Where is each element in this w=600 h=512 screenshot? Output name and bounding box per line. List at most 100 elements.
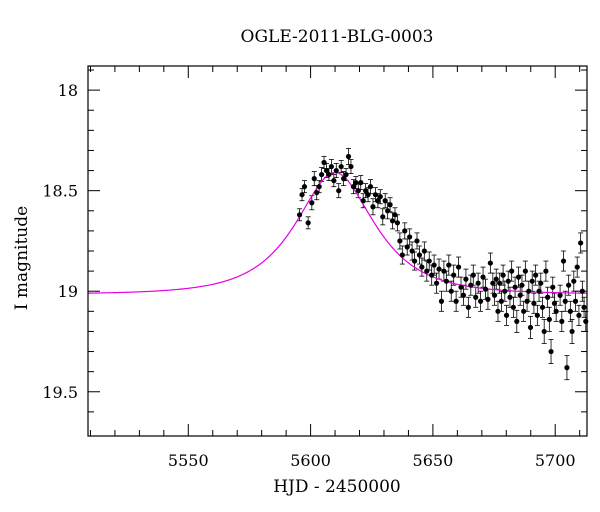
data-point [503, 312, 510, 318]
data-point [385, 208, 391, 214]
data-point [414, 238, 420, 244]
data-point [491, 292, 498, 298]
data-point [341, 176, 347, 182]
data-point [480, 274, 486, 280]
data-point [453, 298, 459, 304]
data-point [545, 294, 551, 300]
data-point [365, 192, 371, 198]
data-point [309, 200, 315, 206]
data-point [564, 365, 570, 371]
data-point [560, 258, 567, 264]
data-point [301, 184, 308, 190]
data-point [517, 292, 523, 298]
data-point [500, 272, 506, 278]
data-point [539, 304, 546, 310]
data-point [553, 308, 559, 314]
x-tick-label: 5650 [413, 451, 454, 470]
data-point [514, 318, 520, 324]
data-point [377, 194, 383, 200]
data-point [451, 272, 457, 278]
data-point [311, 176, 317, 182]
x-tick-label: 5600 [290, 451, 331, 470]
y-axis-tick-labels: 18 18.5 19 19.5 [42, 81, 78, 402]
data-point [367, 184, 374, 190]
data-point [468, 282, 474, 288]
data-point [538, 280, 544, 286]
data-point [392, 212, 398, 218]
data-point [382, 198, 388, 204]
data-point [502, 288, 508, 294]
y-tick-label: 18 [58, 81, 78, 100]
data-point [505, 278, 511, 284]
data-point [411, 258, 418, 264]
data-point [566, 282, 572, 288]
data-points [296, 153, 589, 371]
data-point [578, 240, 584, 246]
data-point [519, 282, 525, 288]
data-point [559, 318, 565, 324]
data-point [358, 180, 364, 186]
data-point [446, 262, 452, 268]
data-point [534, 312, 540, 318]
data-point [336, 188, 342, 194]
data-point [441, 268, 447, 274]
data-point [533, 272, 539, 278]
data-point [305, 220, 311, 226]
data-point [465, 304, 471, 310]
data-point [409, 248, 415, 254]
data-point [316, 184, 322, 190]
data-point [455, 264, 462, 270]
y-tick-label: 19.5 [42, 383, 78, 402]
data-point [380, 214, 386, 220]
data-point [394, 220, 401, 226]
data-point [426, 258, 432, 264]
data-point [458, 284, 464, 290]
data-point [328, 163, 334, 170]
x-axis-label: HJD - 2450000 [273, 477, 401, 497]
data-point [448, 288, 454, 294]
data-point [567, 308, 573, 314]
data-point [438, 298, 445, 304]
data-point [579, 288, 585, 294]
data-point [343, 171, 349, 178]
data-point [473, 294, 479, 300]
data-point [529, 278, 535, 284]
data-point [319, 171, 325, 178]
data-point [477, 298, 484, 304]
data-point [338, 163, 344, 170]
data-point [487, 260, 493, 266]
data-point [572, 298, 579, 304]
data-point [531, 300, 537, 306]
x-axis-tick-labels: 5550 5600 5650 5700 [168, 451, 576, 470]
data-point [296, 212, 303, 218]
data-point [331, 178, 337, 184]
data-point [353, 180, 359, 186]
data-point [526, 288, 532, 294]
data-point [485, 296, 491, 302]
data-point [550, 284, 556, 290]
data-point [509, 268, 515, 274]
x-tick-label: 5550 [168, 451, 209, 470]
data-point [521, 308, 527, 314]
data-point [402, 228, 408, 234]
data-point [515, 274, 522, 280]
data-point [314, 190, 320, 196]
data-point [424, 268, 430, 274]
y-tick-label: 18.5 [42, 182, 78, 201]
data-point [404, 244, 410, 250]
data-point [541, 328, 547, 335]
data-point [363, 188, 369, 194]
data-point [431, 262, 437, 268]
data-point [574, 264, 580, 270]
data-point [551, 300, 558, 306]
y-axis-label: I magnitude [12, 206, 32, 310]
data-point [323, 167, 330, 174]
data-point [475, 280, 481, 286]
y-tick-label: 19 [58, 282, 78, 301]
data-point [429, 272, 435, 278]
plot-frame [87, 65, 588, 437]
data-point [557, 292, 563, 298]
data-point [562, 298, 568, 304]
y-axis-ticks [88, 69, 587, 413]
data-point [355, 188, 361, 194]
